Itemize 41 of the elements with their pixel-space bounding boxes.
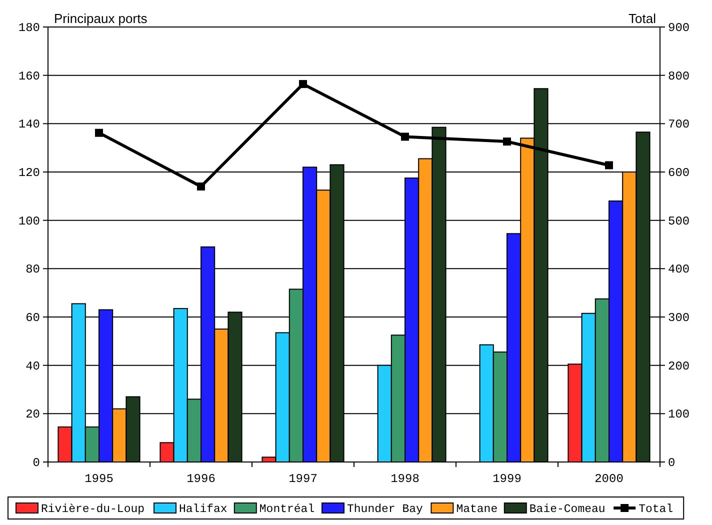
- y-tick-label: 80: [26, 262, 40, 277]
- point: [503, 138, 511, 146]
- y-tick-label: 60: [26, 311, 40, 325]
- y2-axis-title: Total: [628, 11, 656, 26]
- y-tick-label: 20: [26, 408, 40, 422]
- x-tick-label: 1998: [390, 472, 420, 486]
- point: [299, 80, 307, 88]
- point: [401, 132, 409, 141]
- y-tick-label: 160: [18, 69, 40, 84]
- x-tick-label: 1997: [288, 472, 318, 486]
- legend-label: Baie-Comeau: [529, 503, 606, 516]
- legend-label: Halifax: [179, 503, 228, 516]
- x-tick-label: 1999: [492, 472, 522, 486]
- x-tick-label: 2000: [594, 472, 624, 486]
- y-tick-label: 140: [18, 118, 40, 132]
- point: [95, 128, 103, 137]
- y-tick-label: 180: [18, 21, 40, 35]
- y-tick-label: 0: [32, 456, 40, 470]
- y2-tick-label: 100: [668, 408, 690, 422]
- y2-tick-label: 600: [668, 166, 690, 180]
- y-tick-label: 120: [18, 166, 40, 180]
- x-tick-label: 1995: [84, 472, 114, 486]
- y2-tick-label: 300: [668, 311, 690, 325]
- y2-tick-label: 700: [668, 118, 690, 132]
- y-tick-label: 40: [26, 359, 40, 374]
- y-tick-label: 100: [18, 214, 40, 228]
- x-tick-label: 1996: [186, 472, 216, 486]
- legend-label: Thunder Bay: [347, 503, 424, 516]
- y2-tick-label: 800: [668, 69, 690, 84]
- legend-label: Montréal: [259, 503, 315, 516]
- legend-label: Matane: [456, 503, 498, 516]
- legend-label: Rivière-du-Loup: [41, 503, 145, 516]
- y2-tick-label: 400: [668, 262, 690, 277]
- point: [605, 161, 613, 170]
- legend-label: Total: [638, 503, 674, 516]
- y-axis-title: Principaux ports: [54, 11, 148, 26]
- y2-tick-label: 200: [668, 359, 690, 374]
- y2-tick-label: 900: [668, 21, 690, 35]
- point: [197, 182, 205, 190]
- y2-tick-label: 0: [668, 456, 676, 470]
- y2-tick-label: 500: [668, 214, 690, 228]
